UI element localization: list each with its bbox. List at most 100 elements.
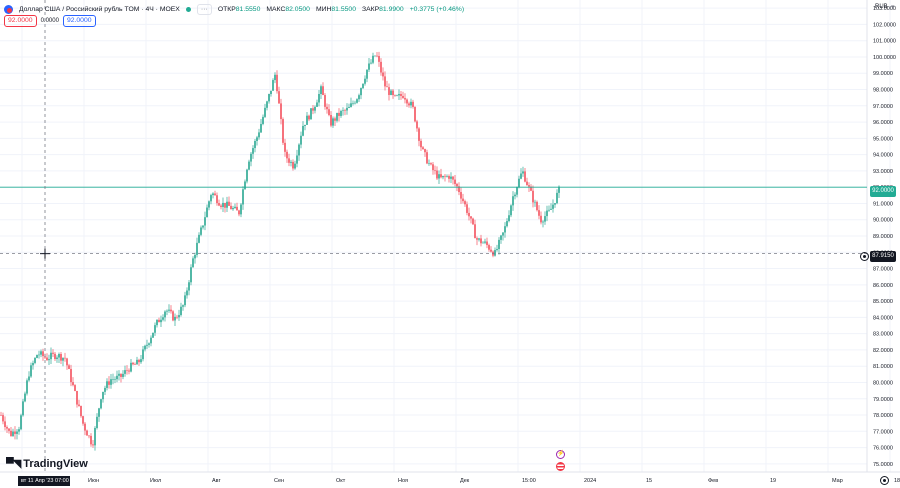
y-tick-label: 94.0000 [873,153,893,159]
candle-body [404,97,406,100]
candle-body [270,90,272,95]
candle-body [90,435,92,445]
candle-body [260,123,262,133]
candle-body [28,376,30,381]
crosshair-target-icon[interactable] [860,252,869,261]
candle-body [268,94,270,102]
candle-body [382,72,384,77]
candle-body [150,337,152,344]
y-tick-label: 103.0000 [873,6,896,12]
candle-body [550,208,552,210]
candle-body [428,163,430,164]
candle-body [78,404,80,406]
candle-body [478,238,480,240]
candle-body [446,176,448,177]
candle-body [476,238,478,240]
y-tick-label: 98.0000 [873,88,893,94]
candle-body [356,99,358,103]
candle-body [480,238,482,244]
candle-body [288,158,290,163]
y-tick-label: 102.0000 [873,22,896,28]
candle-body [96,416,98,429]
candle-body [24,393,26,402]
candle-body [312,108,314,111]
candle-body [558,186,560,193]
candle-body [552,204,554,209]
candle-body [468,212,470,217]
candle-body [154,325,156,333]
candle-body [526,181,528,186]
candle-body [122,373,124,377]
candle-body [130,362,132,372]
dividend-event-icon[interactable]: ⚡ [556,450,565,459]
close-label: ЗАКР [361,5,380,13]
candle-body [158,319,160,323]
settings-icon[interactable] [880,476,889,485]
candle-body [384,76,386,87]
candle-body [434,170,436,171]
tradingview-logo[interactable]: ▀◥ TradingView [6,457,88,471]
candle-body [38,354,40,356]
us-flag-icon[interactable] [556,462,565,471]
candle-body [8,428,10,431]
candle-body [536,201,538,211]
candle-body [46,357,48,361]
candle-body [294,163,296,169]
y-tick-label: 80.0000 [873,380,893,386]
trade-buttons: 92.0000 0.0000 92.0000 [4,15,96,27]
buy-button[interactable]: 92.0000 [62,15,96,27]
candle-body [206,207,208,218]
candle-body [388,87,390,95]
candle-body [198,234,200,243]
candle-body [414,106,416,122]
candle-body [82,416,84,424]
candle-body [40,351,42,355]
candle-body [380,61,382,73]
candle-body [118,373,120,376]
sell-button[interactable]: 92.0000 [4,15,37,27]
symbol-title[interactable]: Доллар США / Российский рубль TOM · 4Ч ·… [19,5,180,13]
chevron-down-icon[interactable]: ▾ [891,4,895,11]
candle-body [42,351,44,357]
candle-body [36,354,38,358]
candle-body [444,175,446,177]
candle-body [102,391,104,400]
candle-body [224,202,226,208]
y-tick-label: 95.0000 [873,136,893,142]
currency-selector[interactable]: RUB [875,4,888,10]
candle-body [354,102,356,104]
candle-body [20,415,22,430]
candle-body [296,155,298,164]
candle-body [466,204,468,213]
candle-body [460,192,462,199]
x-tick-label: Фев [708,478,718,484]
y-tick-label: 96.0000 [873,120,893,126]
candle-body [180,306,182,316]
candle-body [406,99,408,104]
candle-body [232,207,234,210]
candle-body [420,140,422,148]
candle-body [26,380,28,394]
candle-body [516,187,518,195]
candle-body [74,385,76,391]
x-tick-label: 19 [770,478,776,484]
candle-body [112,379,114,380]
candle-body [160,319,162,323]
chart-grid [0,0,891,472]
candle-body [430,163,432,165]
candle-body [202,225,204,228]
x-tick-label: 18 [894,478,900,484]
candle-body [396,95,398,97]
candle-body [436,170,438,179]
candle-body [344,110,346,111]
candle-body [258,132,260,138]
candle-body [326,106,328,110]
candle-body [124,370,126,374]
y-tick-label: 83.0000 [873,332,893,338]
candle-body [70,368,72,383]
candle-body [332,118,334,126]
chart-overlay [0,0,867,472]
candle-body [214,193,216,196]
more-options-button[interactable]: ··· [196,3,212,15]
